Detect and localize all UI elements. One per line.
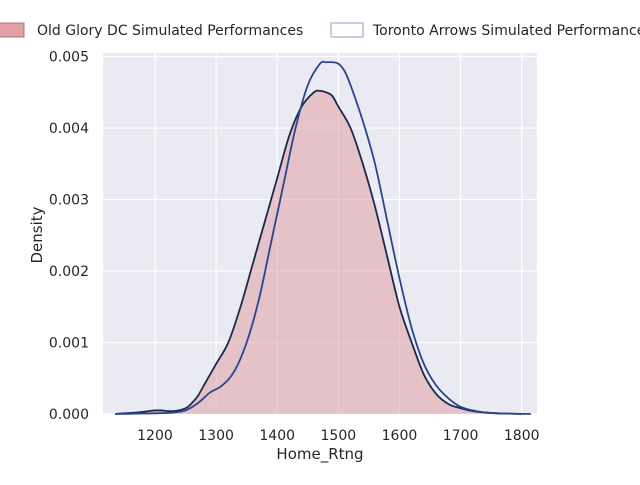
- x-tick-label: 1800: [504, 428, 540, 444]
- density-area-old-glory-dc: [115, 90, 522, 415]
- density-line-toronto-arrows: [115, 60, 531, 415]
- x-tick-label: 1700: [443, 428, 479, 444]
- y-tick-label: 0.002: [49, 264, 89, 280]
- density-line-old-glory-dc: [115, 89, 522, 415]
- y-tick-label: 0.004: [49, 121, 89, 137]
- x-tick-label: 1400: [259, 428, 295, 444]
- density-areas: [115, 90, 522, 415]
- y-axis-label: Density: [28, 206, 46, 263]
- y-tick-label: 0.003: [49, 193, 89, 209]
- x-tick-label: 1300: [198, 428, 234, 444]
- x-tick-labels: 1200 1300 1400 1500 1600 1700 1800: [137, 428, 539, 444]
- legend-swatch-toronto-arrows: [330, 22, 364, 38]
- legend-swatch-old-glory: [0, 22, 25, 38]
- x-tick-label: 1600: [382, 428, 418, 444]
- x-tick-label: 1500: [321, 428, 357, 444]
- density-lines: [115, 60, 531, 415]
- y-tick-label: 0.000: [49, 407, 89, 423]
- y-tick-label: 0.001: [49, 336, 89, 352]
- legend-label-toronto-arrows: Toronto Arrows Simulated Performances: [372, 23, 640, 39]
- legend: Old Glory DC Simulated Performances Toro…: [0, 22, 640, 39]
- legend-label-old-glory: Old Glory DC Simulated Performances: [37, 23, 303, 39]
- y-tick-labels: 0.000 0.001 0.002 0.003 0.004 0.005: [49, 50, 89, 423]
- x-tick-label: 1200: [137, 428, 173, 444]
- x-axis-label: Home_Rtng: [276, 445, 363, 464]
- y-tick-label: 0.005: [49, 50, 89, 66]
